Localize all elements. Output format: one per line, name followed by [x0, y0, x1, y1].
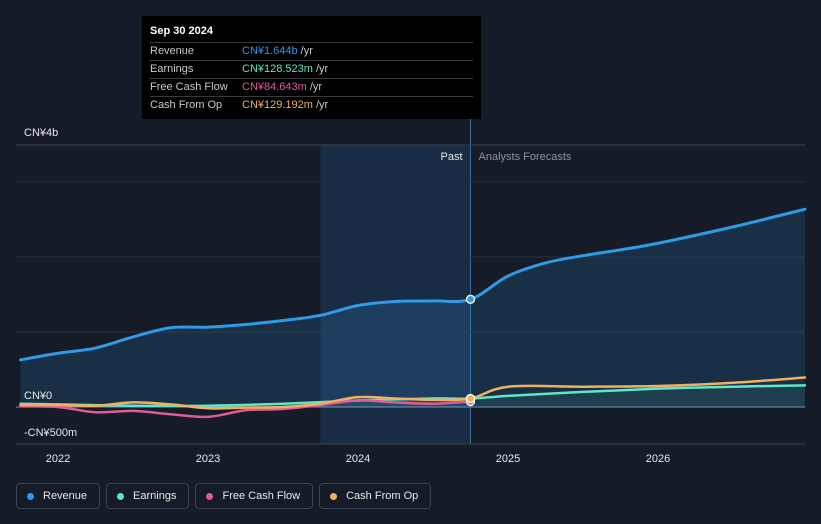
tooltip-row-earnings: Earnings CN¥128.523m /yr	[150, 60, 473, 78]
free-cash-flow-dot-icon	[206, 492, 214, 500]
tooltip-label: Earnings	[150, 63, 194, 75]
cash-from-op-marker	[465, 393, 476, 404]
x-tick-label: 2024	[346, 453, 370, 465]
tooltip-value: CN¥84.643m	[242, 81, 307, 93]
tooltip-unit: /yr	[300, 45, 313, 57]
y-tick-label: -CN¥500m	[24, 427, 77, 439]
x-tick-label: 2026	[646, 453, 670, 465]
legend-item-earnings[interactable]: Earnings	[106, 483, 190, 509]
tooltip-row-cash-from-op: Cash From Op CN¥129.192m /yr	[150, 96, 473, 114]
tooltip-row-revenue: Revenue CN¥1.644b /yr	[150, 42, 473, 60]
x-tick-label: 2023	[196, 453, 220, 465]
tooltip-row-free-cash-flow: Free Cash Flow CN¥84.643m /yr	[150, 78, 473, 96]
tooltip-value: CN¥1.644b	[242, 45, 298, 57]
cash-from-op-line	[19, 376, 807, 410]
x-tick-label: 2025	[496, 453, 520, 465]
revenue-area	[20, 209, 805, 407]
tooltip-label: Free Cash Flow	[150, 81, 228, 93]
tooltip-label: Cash From Op	[150, 99, 223, 111]
past-highlight-band	[320, 145, 471, 444]
legend-label: Revenue	[43, 490, 88, 502]
legend-label: Earnings	[133, 490, 177, 502]
revenue-line	[19, 207, 807, 362]
earnings-line	[19, 384, 807, 408]
forecast-label: Analysts Forecasts	[479, 151, 572, 163]
legend-item-revenue[interactable]: Revenue	[16, 483, 101, 509]
revenue-marker	[465, 294, 476, 304]
tooltip-value: CN¥128.523m	[242, 63, 313, 75]
legend-item-free-cash-flow[interactable]: Free Cash Flow	[195, 483, 314, 509]
tooltip-unit: /yr	[315, 63, 329, 75]
revenue-dot-icon	[27, 492, 34, 500]
cash-from-op-dot-icon	[330, 492, 338, 500]
tooltip-value: CN¥129.192m	[242, 99, 313, 111]
earnings-dot-icon	[117, 492, 125, 500]
past-label: Past	[440, 151, 462, 163]
tooltip-unit: /yr	[309, 81, 323, 93]
y-tick-label: CN¥4b	[24, 127, 58, 139]
legend-label: Cash From Op	[346, 490, 419, 502]
tooltip-label: Revenue	[150, 45, 195, 57]
tooltip-date: Sep 30 2024	[150, 25, 213, 37]
x-tick-label: 2022	[46, 453, 70, 465]
legend: Revenue Earnings Free Cash Flow Cash Fro…	[16, 483, 432, 509]
tooltip: Sep 30 2024 Revenue CN¥1.644b /yr Earnin…	[142, 16, 481, 119]
tooltip-unit: /yr	[315, 99, 329, 111]
legend-item-cash-from-op[interactable]: Cash From Op	[319, 483, 432, 509]
legend-label: Free Cash Flow	[222, 490, 301, 502]
free-cash-flow-line	[19, 399, 472, 419]
y-tick-label: CN¥0	[24, 390, 52, 402]
